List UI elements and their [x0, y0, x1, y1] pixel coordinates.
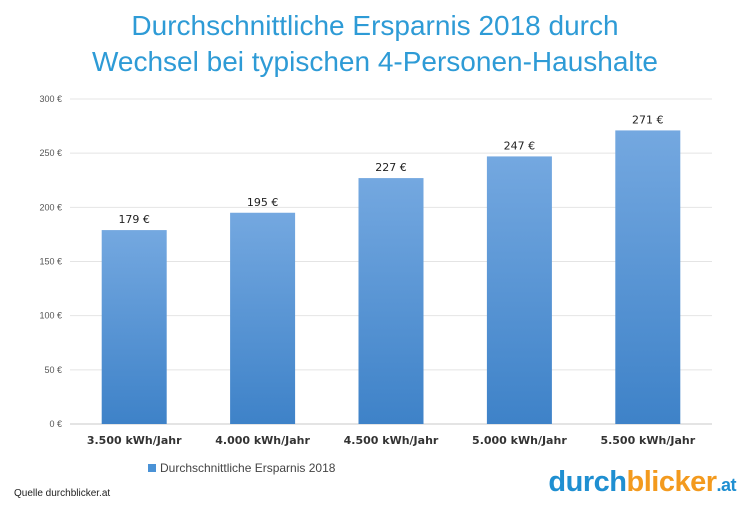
- legend-label: Durchschnittliche Ersparnis 2018: [160, 461, 336, 475]
- y-tick-label: 200 €: [39, 202, 62, 212]
- data-label: 195 €: [247, 196, 279, 209]
- logo-part-durch: durch: [548, 466, 627, 498]
- source-note: Quelle durchblicker.at: [14, 488, 111, 499]
- y-tick-label: 300 €: [39, 94, 62, 104]
- bar[interactable]: [615, 130, 681, 424]
- logo-part-blicker: blicker: [626, 466, 717, 498]
- durchblicker-logo[interactable]: durchblicker.at: [548, 466, 736, 499]
- data-label: 271 €: [632, 113, 664, 126]
- y-tick-label: 150 €: [39, 257, 62, 267]
- x-tick-label: 4.500 kWh/Jahr: [344, 434, 439, 447]
- data-label: 179 €: [118, 213, 150, 226]
- bar[interactable]: [230, 212, 296, 424]
- y-tick-label: 0 €: [49, 419, 62, 429]
- x-tick-label: 5.500 kWh/Jahr: [600, 434, 695, 447]
- bar[interactable]: [358, 178, 424, 424]
- x-tick-label: 3.500 kWh/Jahr: [87, 434, 182, 447]
- y-tick-label: 250 €: [39, 148, 62, 158]
- bar[interactable]: [486, 156, 552, 424]
- data-label: 247 €: [504, 139, 536, 152]
- chart-title-line-2: Wechsel bei typischen 4-Personen-Haushal…: [91, 46, 658, 77]
- x-tick-label: 4.000 kWh/Jahr: [215, 434, 310, 447]
- x-tick-label: 5.000 kWh/Jahr: [472, 434, 567, 447]
- bar[interactable]: [101, 230, 167, 424]
- y-tick-label: 50 €: [44, 365, 62, 375]
- y-tick-label: 100 €: [39, 311, 62, 321]
- chart-title-line-1: Durchschnittliche Ersparnis 2018 durch: [131, 10, 619, 41]
- legend: Durchschnittliche Ersparnis 2018: [148, 461, 335, 475]
- legend-swatch: [148, 464, 156, 472]
- logo-part-tld: .at: [716, 475, 736, 495]
- data-label: 227 €: [375, 161, 407, 174]
